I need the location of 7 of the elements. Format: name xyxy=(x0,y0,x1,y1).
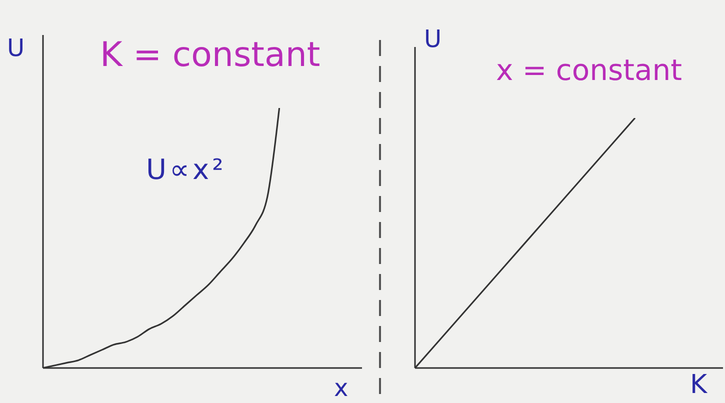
x-axis-title: x xyxy=(334,374,348,402)
chart-title: x = constant xyxy=(496,53,682,87)
annotation: U∝x² xyxy=(146,153,226,186)
y-axis-title: U xyxy=(7,34,25,62)
x-axis-title: K xyxy=(690,370,708,400)
chart-title: K = constant xyxy=(100,35,320,75)
y-axis-title: U xyxy=(424,25,442,53)
